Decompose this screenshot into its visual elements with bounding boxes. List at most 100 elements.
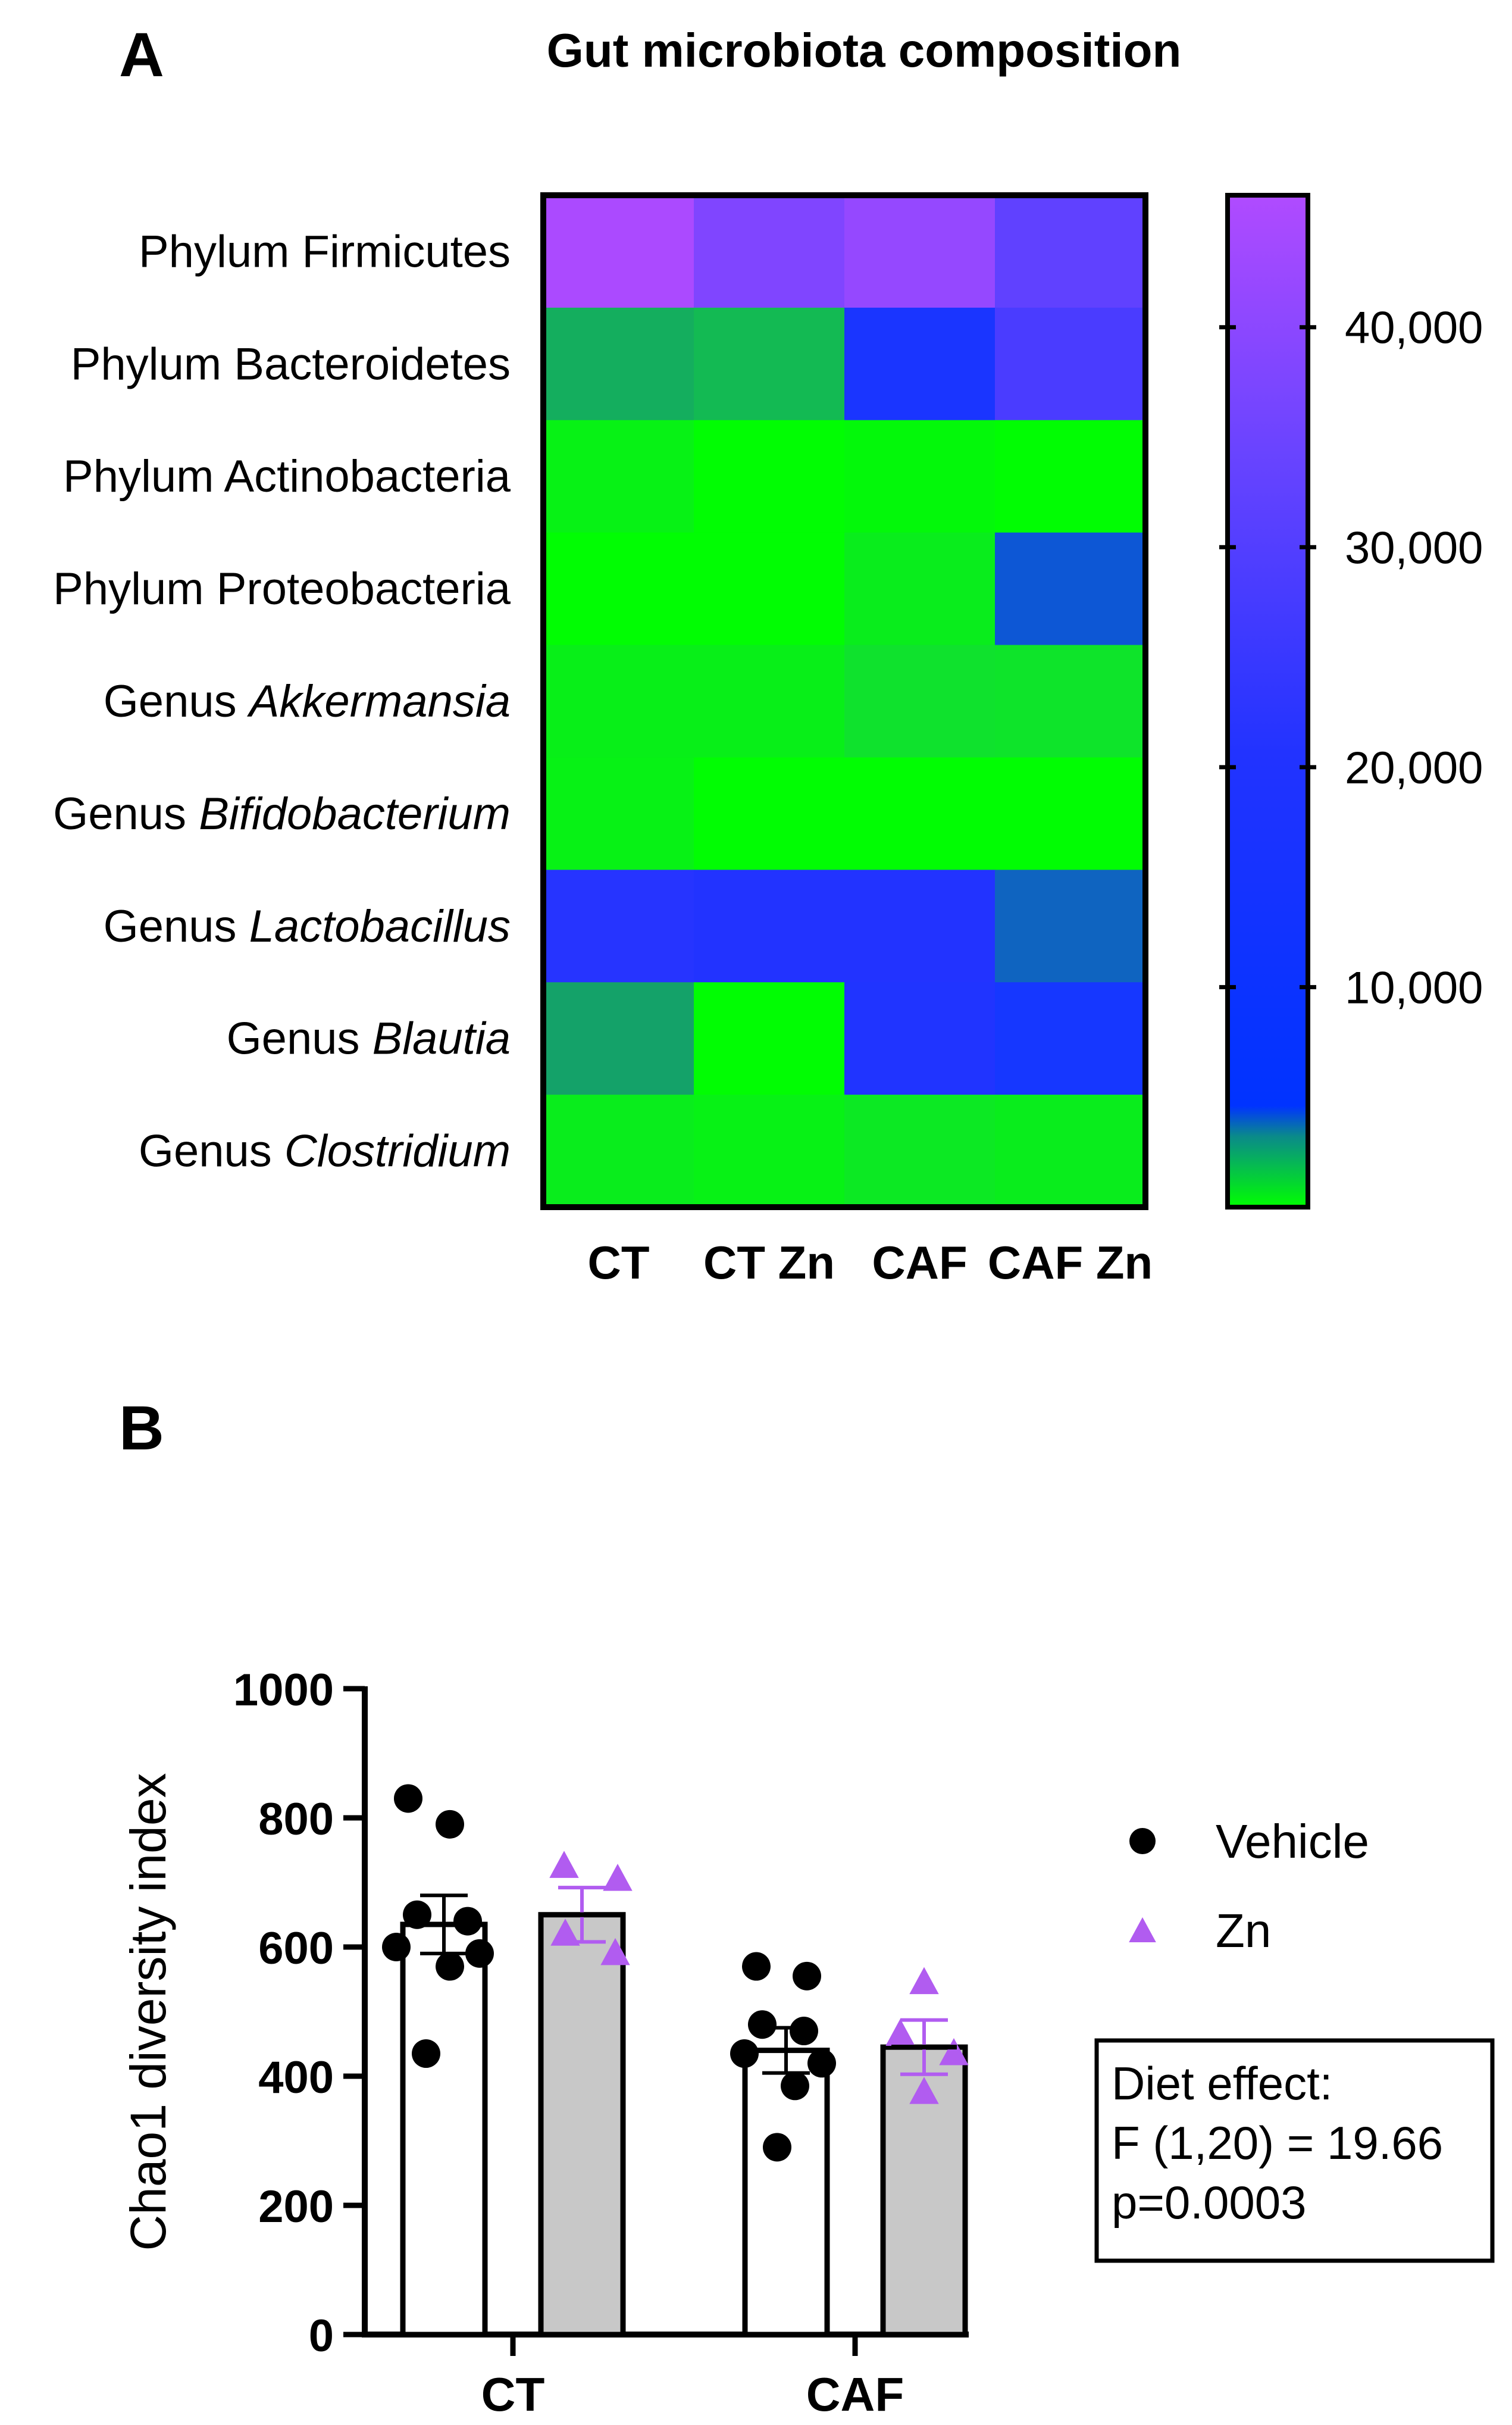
heatmap-cell bbox=[995, 1095, 1146, 1208]
heatmap-cell bbox=[844, 532, 996, 646]
bar-chart: 0 200 400 600 800 1000 Chao1 diversity index CT… bbox=[120, 1665, 1369, 2421]
heatmap-cell bbox=[995, 307, 1146, 421]
heatmap-cell bbox=[694, 870, 845, 983]
y-axis-label: Chao1 diversity index bbox=[120, 1773, 176, 2251]
heatmap-cell bbox=[995, 870, 1146, 983]
heatmap-cell bbox=[844, 1095, 996, 1208]
y-tick-label: 400 bbox=[258, 2052, 334, 2103]
point-vehicle bbox=[394, 1784, 422, 1813]
stats-line-1: Diet effect: bbox=[1112, 2057, 1332, 2110]
panel-a-label: A bbox=[119, 20, 164, 90]
heatmap-cell bbox=[995, 982, 1146, 1096]
panel-b-label: B bbox=[119, 1393, 164, 1463]
heatmap-cell bbox=[543, 757, 694, 871]
stats-line-2: F (1,20) = 19.66 bbox=[1112, 2117, 1443, 2169]
heatmap-cell bbox=[844, 870, 996, 983]
point-zn bbox=[550, 1918, 580, 1946]
heatmap-row-labels: Phylum Firmicutes Phylum Bacteroidetes Phy… bbox=[53, 226, 511, 1176]
heatmap-cell bbox=[844, 420, 996, 533]
heatmap-cell bbox=[543, 645, 694, 758]
heatmap-cell bbox=[694, 757, 845, 871]
heatmap-cell bbox=[844, 195, 996, 308]
heatmap-row-label: Genus Lactobacillus bbox=[104, 901, 511, 952]
heatmap-cell bbox=[694, 982, 845, 1096]
x-tick-label: CT bbox=[481, 2368, 545, 2421]
heatmap-row-label: Phylum Bacteroidetes bbox=[71, 339, 511, 389]
point-vehicle bbox=[403, 1900, 431, 1929]
point-zn bbox=[885, 2018, 915, 2046]
heatmap-cell bbox=[694, 645, 845, 758]
colorbar-tick-label: 40,000 bbox=[1345, 303, 1483, 354]
heatmap-cell bbox=[694, 307, 845, 421]
point-vehicle bbox=[781, 2071, 809, 2101]
point-vehicle bbox=[748, 2010, 777, 2039]
colorbar-tick-label: 30,000 bbox=[1345, 523, 1483, 573]
y-tick-label: 200 bbox=[258, 2182, 334, 2232]
heatmap-cell bbox=[694, 195, 845, 308]
y-tick-label: 800 bbox=[258, 1794, 334, 1845]
colorbar bbox=[1225, 193, 1310, 1210]
point-vehicle bbox=[453, 1907, 482, 1936]
heatmap-cell bbox=[844, 645, 996, 758]
heatmap-row-label: Phylum Firmicutes bbox=[139, 226, 511, 277]
point-vehicle bbox=[807, 2049, 836, 2078]
point-vehicle bbox=[465, 1939, 494, 1968]
bar-vehicle-caf bbox=[742, 2048, 830, 2338]
point-vehicle bbox=[436, 1810, 464, 1839]
heatmap-cell bbox=[694, 1095, 845, 1208]
legend-zn-marker bbox=[1129, 1917, 1156, 1942]
y-tick-label: 600 bbox=[258, 1923, 334, 1974]
heatmap-column-label: CAF Zn bbox=[988, 1236, 1153, 1289]
heatmap-cell bbox=[995, 420, 1146, 533]
heatmap-column-label: CAF bbox=[872, 1236, 967, 1289]
colorbar-tick-label: 20,000 bbox=[1345, 743, 1483, 793]
stats-line-3: p=0.0003 bbox=[1112, 2176, 1307, 2229]
heatmap-row-label: Phylum Proteobacteria bbox=[53, 564, 511, 614]
heatmap-cell bbox=[543, 1095, 694, 1208]
heatmap-cell bbox=[844, 982, 996, 1096]
y-tick-label: 1000 bbox=[233, 1665, 334, 1715]
colorbar-ticks: 10,000 20,000 30,000 40,000 bbox=[1219, 303, 1483, 1013]
heatmap-cell bbox=[844, 757, 996, 871]
heatmap-cells bbox=[543, 195, 1146, 1208]
heatmap-row-label: Genus Bifidobacterium bbox=[53, 789, 511, 839]
heatmap-row-label: Genus Blautia bbox=[227, 1014, 511, 1064]
point-zn bbox=[603, 1864, 633, 1891]
point-vehicle bbox=[790, 2017, 818, 2046]
legend-vehicle-marker bbox=[1129, 1828, 1156, 1854]
point-zn bbox=[909, 1967, 939, 1995]
heatmap-cell bbox=[543, 420, 694, 533]
point-vehicle bbox=[436, 1952, 464, 1981]
heatmap-row-label: Genus Akkermansia bbox=[104, 676, 511, 727]
heatmap-cell bbox=[543, 982, 694, 1096]
heatmap-cell bbox=[694, 420, 845, 533]
heatmap-cell bbox=[543, 870, 694, 983]
point-zn bbox=[909, 2077, 939, 2104]
y-tick-label: 0 bbox=[309, 2311, 334, 2361]
heatmap-column-labels: CT CT Zn CAF CAF Zn bbox=[588, 1236, 1153, 1289]
bar-vehicle-ct bbox=[400, 1921, 488, 2338]
legend-zn-label: Zn bbox=[1216, 1904, 1271, 1957]
heatmap-cell bbox=[995, 757, 1146, 871]
x-tick-label: CAF bbox=[806, 2368, 904, 2421]
heatmap-column-label: CT Zn bbox=[703, 1236, 835, 1289]
point-vehicle bbox=[793, 1961, 821, 1990]
point-zn bbox=[939, 2038, 969, 2065]
heatmap-row-label: Genus Clostridium bbox=[139, 1126, 511, 1177]
heatmap-title: Gut microbiota composition bbox=[547, 24, 1182, 77]
heatmap-frame bbox=[540, 192, 1148, 1210]
heatmap-cell bbox=[543, 532, 694, 646]
point-vehicle bbox=[742, 1952, 771, 1981]
stats-box bbox=[1094, 2038, 1495, 2263]
heatmap-column-label: CT bbox=[588, 1236, 650, 1289]
heatmap-cell bbox=[844, 307, 996, 421]
point-vehicle bbox=[730, 2039, 759, 2068]
heatmap-cell bbox=[995, 645, 1146, 758]
heatmap-cell bbox=[694, 532, 845, 646]
heatmap-cell bbox=[995, 532, 1146, 646]
heatmap-cell bbox=[543, 195, 694, 308]
heatmap-cell bbox=[995, 195, 1146, 308]
heatmap-row-label: Phylum Actinobacteria bbox=[63, 451, 511, 502]
bar-zn-ct bbox=[538, 1912, 626, 2338]
